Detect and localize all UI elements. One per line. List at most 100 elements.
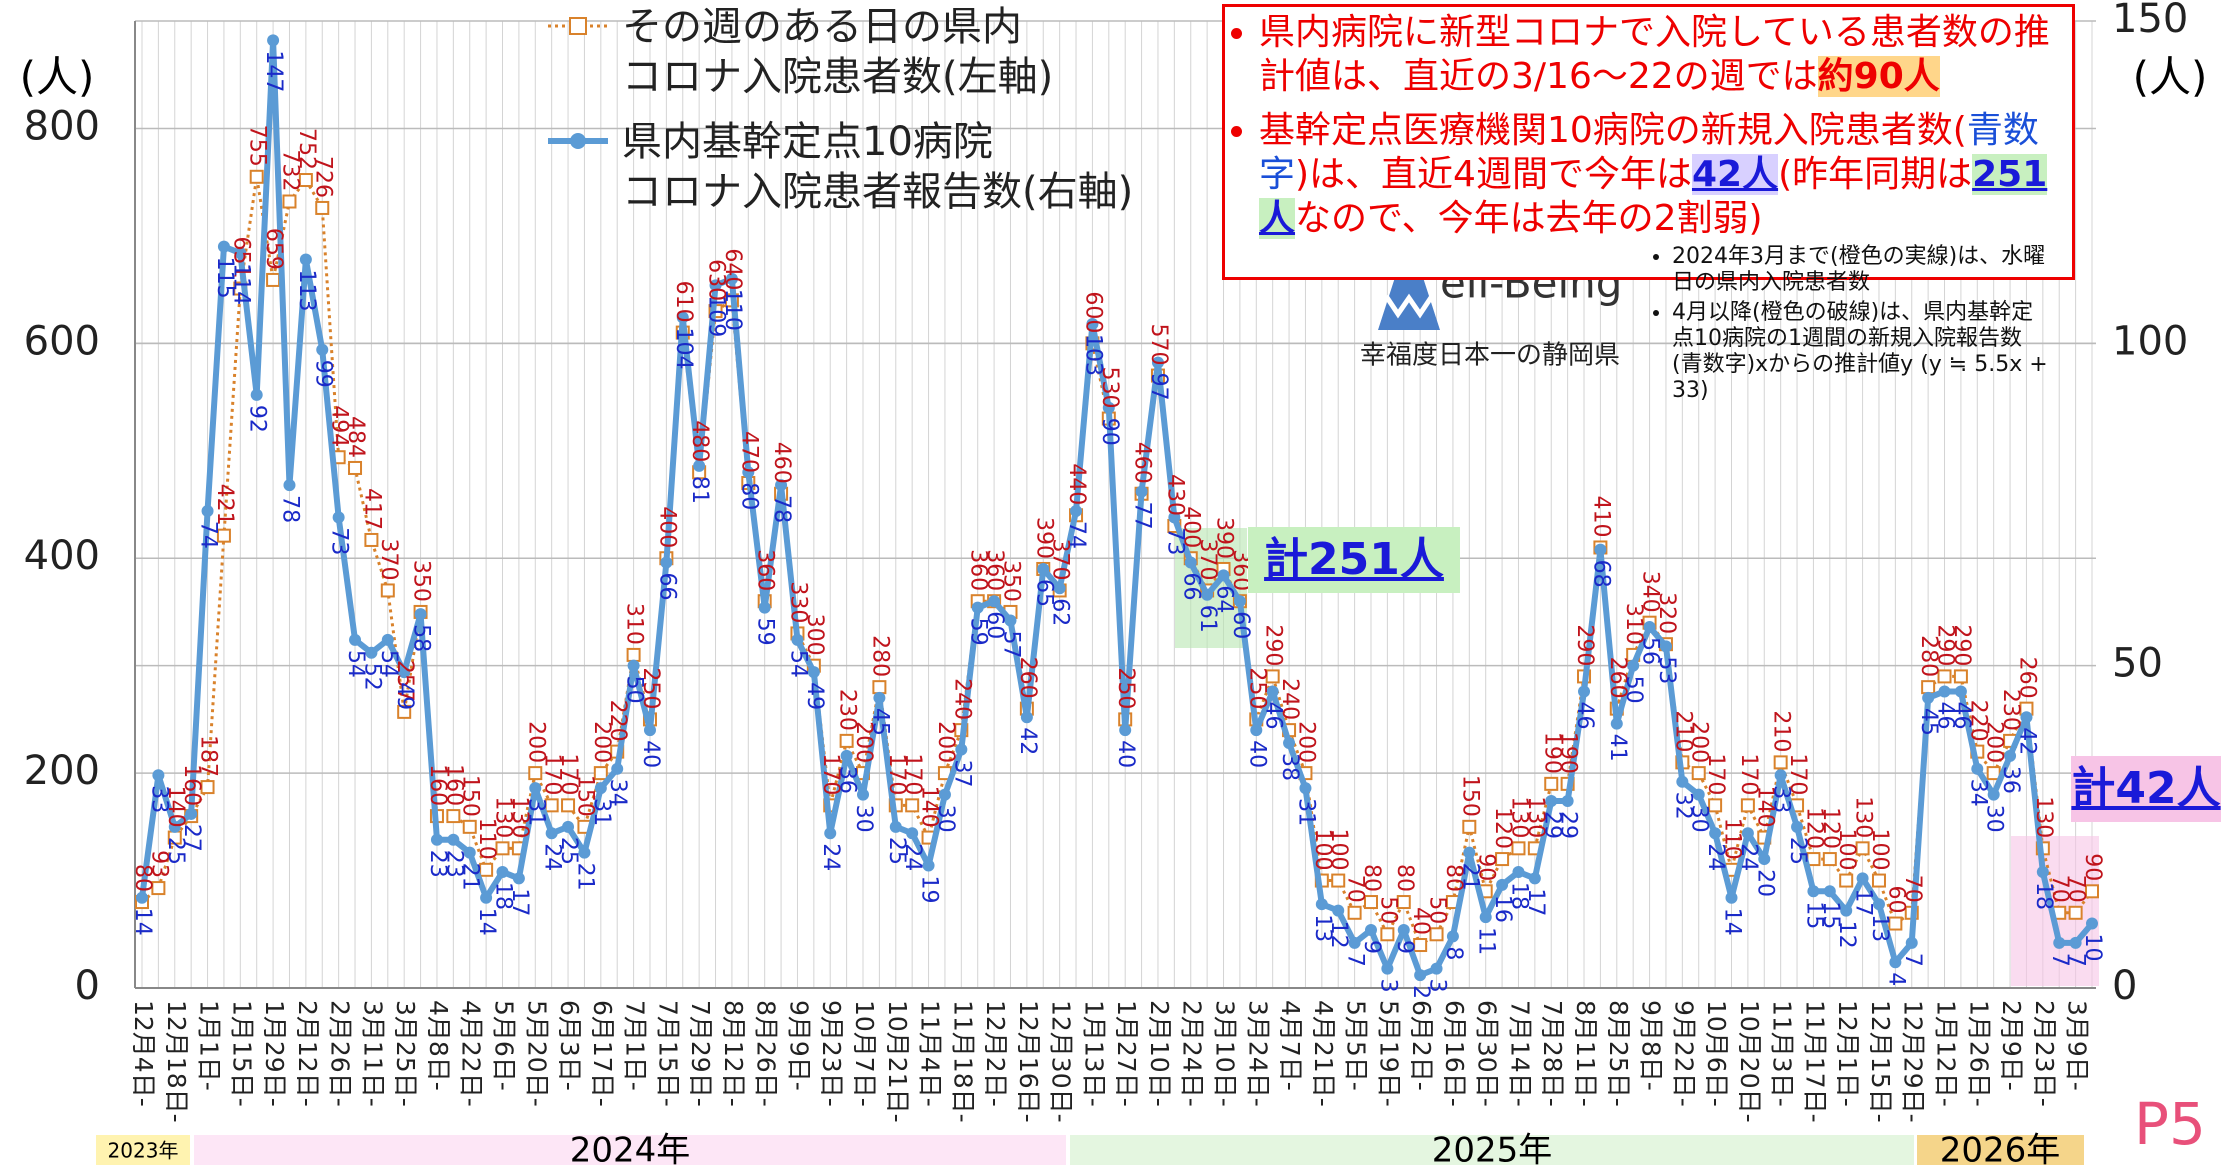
point [414, 608, 427, 621]
data-label: 17 [1851, 888, 1876, 916]
point [1396, 895, 1411, 910]
data-label: 170 [1703, 753, 1728, 795]
data-label: 46 [1949, 701, 1974, 729]
point [2086, 917, 2098, 930]
data-label: 24 [900, 843, 925, 871]
y-tick-label: 600 [24, 318, 100, 364]
data-label: 104 [671, 328, 696, 370]
data-label: 90 [1097, 418, 1122, 446]
data-label: 290 [1949, 624, 1974, 666]
data-label: 290 [1572, 624, 1597, 666]
point [775, 479, 788, 492]
point [479, 862, 494, 877]
data-label: 240 [1277, 678, 1302, 720]
data-label: 18 [1506, 882, 1531, 910]
data-label: 40 [638, 740, 663, 768]
data-label: 93 [146, 850, 171, 878]
legend-entry: 県内基幹定点10病院 コロナ入院患者報告数(右軸) [622, 119, 1134, 215]
point [955, 743, 968, 756]
data-label: 170 [900, 753, 925, 795]
point [1413, 938, 1428, 953]
point [594, 782, 607, 795]
point [1856, 872, 1869, 885]
data-label: 30 [933, 805, 958, 833]
point [201, 504, 214, 517]
data-label: 187 [196, 735, 221, 777]
point [660, 556, 673, 569]
data-label: 140 [917, 786, 942, 828]
x-tick-label: 12月18日- [162, 1000, 191, 1123]
point [2068, 905, 2083, 920]
data-label: 530 [1097, 367, 1122, 409]
x-tick-label: 5月6日- [490, 1000, 519, 1091]
point [1692, 788, 1705, 801]
point [332, 511, 345, 524]
data-label: 360 [753, 549, 778, 591]
point [1299, 782, 1312, 795]
x-tick-label: 8月12日- [719, 1000, 748, 1107]
data-label: 230 [835, 689, 860, 731]
data-label: 90 [2080, 853, 2105, 881]
x-tick-label: 10月21日- [883, 1000, 912, 1123]
point [1380, 927, 1395, 942]
point [922, 859, 935, 872]
point [316, 343, 329, 356]
data-label: 370 [376, 538, 401, 580]
x-tick-label: 3月11日- [358, 1000, 387, 1107]
point [348, 460, 363, 475]
data-label: 45 [867, 708, 892, 736]
x-tick-label: 2月26日- [326, 1000, 355, 1107]
point [1363, 895, 1378, 910]
x-tick-label: 12月30日- [1047, 1000, 1076, 1123]
x-tick-label: 8月25日- [1604, 1000, 1633, 1107]
x-tick-label: 7月1日- [621, 1000, 650, 1091]
data-label: 200 [523, 721, 548, 763]
note: 4月以降(橙色の破線)は、県内基幹定点10病院の1週間の新規入院報告数(青数字)… [1672, 300, 2050, 404]
data-label: 33 [1769, 785, 1794, 813]
data-label: 23 [425, 850, 450, 878]
data-label: 66 [1179, 573, 1204, 601]
point [1774, 769, 1787, 782]
data-label: 36 [835, 766, 860, 794]
data-label: 60 [982, 611, 1007, 639]
data-label: 130 [491, 796, 516, 838]
note: 2024年3月まで(橙色の実線)は、水曜日の県内入院患者数 [1672, 244, 2050, 296]
data-label: 170 [1785, 753, 1810, 795]
y2-unit: (人) [2133, 53, 2208, 102]
data-label: 370 [1195, 538, 1220, 580]
data-label: 120 [1818, 807, 1843, 849]
data-label: 7 [1900, 953, 1925, 967]
data-label: 109 [704, 295, 729, 337]
point [1676, 775, 1689, 788]
year-band [1917, 1135, 2084, 1165]
data-label: 100 [1834, 829, 1859, 871]
point [1184, 556, 1197, 569]
data-label: 250 [1244, 667, 1269, 709]
y-tick-label: 200 [24, 748, 100, 794]
point [446, 809, 461, 824]
point [217, 240, 230, 253]
point [545, 827, 558, 840]
data-label: 570 [1146, 324, 1171, 366]
point [1495, 852, 1510, 867]
data-label: 160 [441, 764, 466, 806]
data-label: 65 [1031, 579, 1056, 607]
point [840, 749, 853, 762]
data-label: 250 [1113, 667, 1138, 709]
data-label: 280 [1916, 635, 1941, 677]
point [480, 891, 493, 904]
point [578, 846, 591, 859]
point [1020, 711, 1033, 724]
x-tick-label: 9月23日- [817, 1000, 846, 1107]
data-label: 40 [1244, 740, 1269, 768]
x-tick-label: 11月18日- [948, 1000, 977, 1123]
data-label: 70 [2047, 875, 2072, 903]
data-label: 49 [392, 682, 417, 710]
data-label: 73 [327, 527, 352, 555]
legend-entry: その週のある日の県内 コロナ入院患者数(左軸) [622, 4, 1054, 100]
data-label: 115 [212, 257, 237, 299]
data-label: 31 [589, 798, 614, 826]
data-label: 200 [1293, 721, 1318, 763]
point [151, 881, 166, 896]
